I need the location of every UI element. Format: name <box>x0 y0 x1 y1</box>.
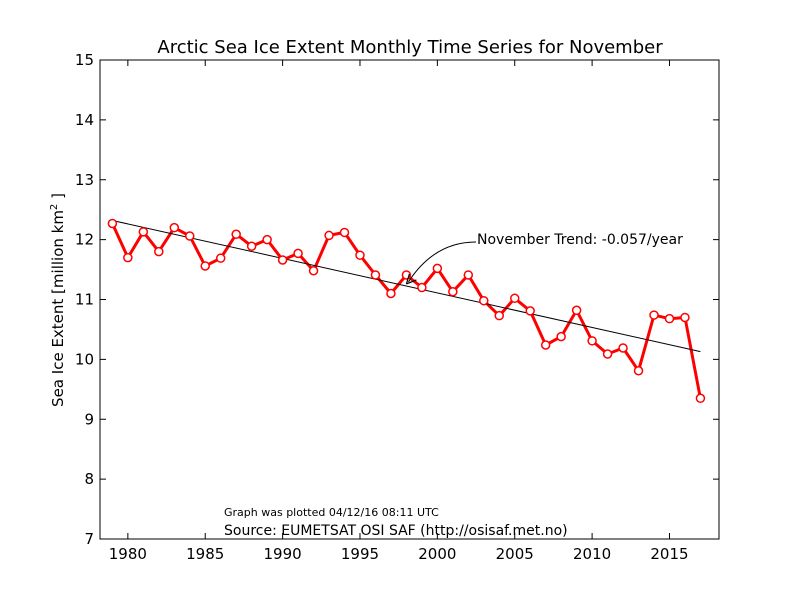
x-tick-label: 1980 <box>109 545 147 563</box>
data-point <box>370 270 381 280</box>
data-point <box>509 293 520 304</box>
trend-annotation: November Trend: -0.057/year <box>477 232 683 248</box>
data-point <box>479 295 489 306</box>
x-tick-label: 1995 <box>341 545 379 563</box>
x-tick-label: 2010 <box>573 545 611 563</box>
data-point <box>432 263 443 274</box>
y-axis-label: Sea Ice Extent [million km2 ] <box>49 193 67 407</box>
data-point <box>169 222 180 233</box>
trend-line <box>112 219 701 353</box>
data-point <box>339 227 350 238</box>
y-tick-label: 13 <box>75 171 94 189</box>
data-point <box>293 248 303 259</box>
data-point <box>246 241 257 251</box>
data-point <box>138 227 149 237</box>
data-point <box>107 218 118 229</box>
data-point <box>633 366 644 376</box>
data-point <box>571 305 582 316</box>
chart-title: Arctic Sea Ice Extent Monthly Time Serie… <box>157 37 663 58</box>
data-point <box>664 313 675 324</box>
plot-frame <box>99 59 720 540</box>
data-point <box>277 255 288 265</box>
data-point <box>185 231 195 241</box>
data-point <box>649 310 659 320</box>
data-point <box>618 343 628 353</box>
data-point <box>463 270 474 280</box>
annotation-arrowhead <box>405 273 417 285</box>
data-point <box>680 312 690 323</box>
y-tick-label: 12 <box>75 231 94 249</box>
data-point <box>324 230 334 241</box>
y-tick-label: 15 <box>75 51 94 69</box>
data-point <box>386 288 396 299</box>
data-point <box>556 331 566 342</box>
x-tick-label: 2005 <box>496 545 534 563</box>
data-point <box>231 229 241 239</box>
plotted-timestamp: Graph was plotted 04/12/16 08:11 UTC <box>224 506 439 519</box>
data-source: Source: EUMETSAT OSI SAF (http://osisaf.… <box>224 523 568 539</box>
data-point <box>215 253 226 263</box>
x-tick-label: 2000 <box>418 545 456 563</box>
y-tick-label: 10 <box>75 350 94 368</box>
y-axis-label-end: ] <box>49 193 67 204</box>
data-point <box>355 250 365 260</box>
data-point <box>308 266 319 276</box>
data-point <box>587 336 597 346</box>
data-point <box>494 310 505 321</box>
annotation-arrow <box>407 241 477 283</box>
data-point <box>525 306 535 316</box>
data-point <box>123 252 133 263</box>
plot-area: 1980 1985 1990 1995 2000 2005 2010 2015 7 8 9 10 11 1… <box>75 51 720 563</box>
data-point <box>540 340 551 350</box>
data-point <box>448 286 458 297</box>
data-point <box>602 349 613 359</box>
y-axis-label-main: Sea Ice Extent [million km <box>49 210 67 407</box>
y-tick-label: 7 <box>84 530 94 548</box>
x-tick-label: 1990 <box>264 545 302 563</box>
y-axis-label-superscript: 2 <box>49 204 60 210</box>
data-point <box>262 234 272 245</box>
data-point <box>417 282 427 293</box>
data-point <box>695 393 706 404</box>
x-tick-label: 1985 <box>186 545 224 563</box>
data-point <box>154 246 164 257</box>
y-tick-label: 14 <box>75 111 94 129</box>
data-point <box>200 261 210 271</box>
y-tick-label: 8 <box>84 470 94 488</box>
y-tick-label: 11 <box>75 291 94 309</box>
x-tick-label: 2015 <box>650 545 688 563</box>
y-tick-label: 9 <box>84 410 94 428</box>
